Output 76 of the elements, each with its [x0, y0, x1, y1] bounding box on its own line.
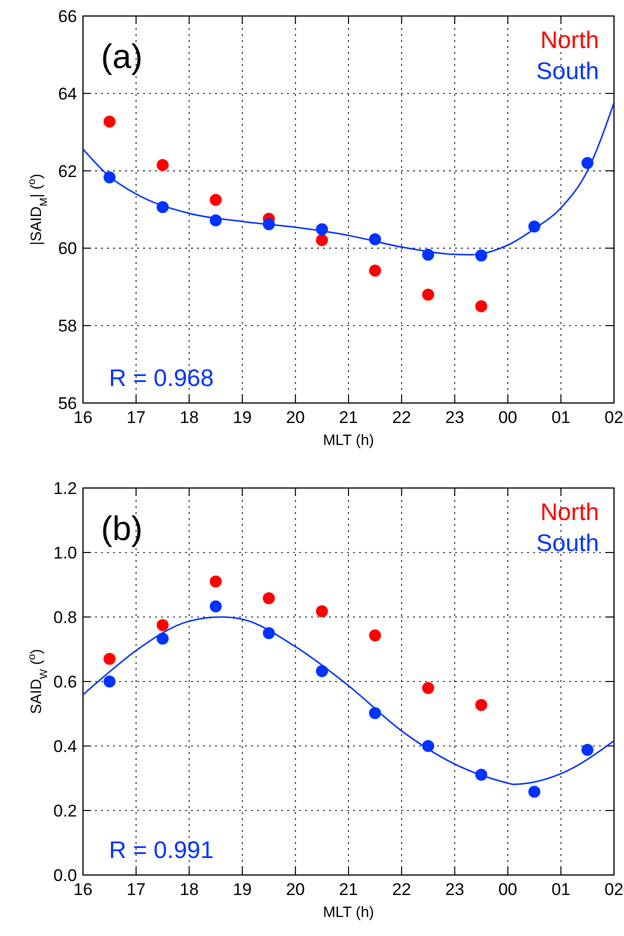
x-tick-label: 21: [339, 408, 358, 427]
point: [369, 629, 382, 642]
x-tick-label: 18: [180, 880, 199, 899]
point: [581, 157, 594, 170]
x-tick-label: 02: [604, 408, 624, 427]
point: [104, 652, 116, 665]
x-tick-label: 17: [126, 408, 146, 427]
x-tick-label: 00: [498, 408, 518, 427]
point: [316, 665, 328, 678]
y-tick-label: 66: [58, 6, 77, 26]
y-tick-label: 0.4: [53, 736, 77, 756]
point: [262, 627, 275, 640]
point: [581, 744, 594, 756]
point: [369, 233, 382, 246]
point: [475, 300, 488, 312]
text: North: [540, 27, 599, 54]
y-tick-label: 60: [58, 239, 77, 258]
point: [210, 214, 222, 226]
x-axis-title: MLT (h): [322, 904, 374, 921]
x-tick-label: 23: [445, 408, 464, 427]
x-tick-label: 22: [392, 880, 412, 899]
point: [156, 619, 169, 632]
text: South: [536, 530, 599, 557]
point: [475, 768, 488, 781]
annotation: R = 0.991: [109, 837, 214, 864]
point: [475, 250, 488, 262]
point: [156, 632, 169, 645]
x-tick-label: 00: [498, 880, 518, 899]
x-tick-label: 19: [232, 408, 252, 427]
y-tick-label: 1.2: [53, 478, 77, 498]
x-tick-label: 22: [392, 408, 412, 427]
point: [422, 740, 434, 752]
text: North: [540, 499, 599, 526]
x-tick-label: 17: [126, 880, 146, 899]
point: [262, 592, 275, 604]
point: [104, 116, 116, 128]
x-axis-title: MLT (h): [322, 432, 374, 449]
annotation: (b): [101, 510, 143, 548]
point: [422, 248, 434, 261]
text: South: [536, 58, 599, 85]
point: [156, 158, 169, 171]
y-tick-label: 0.6: [53, 672, 77, 692]
x-tick-label: 21: [339, 880, 358, 899]
point: [475, 699, 488, 712]
point: [156, 201, 169, 214]
point: [316, 605, 328, 618]
point: [104, 171, 116, 184]
x-tick-label: 20: [286, 880, 305, 899]
y-tick-label: 0.8: [53, 608, 77, 627]
annotation: R = 0.968: [109, 365, 214, 392]
x-tick-label: 20: [286, 408, 305, 427]
point: [528, 786, 540, 798]
point: [369, 707, 382, 720]
point: [528, 220, 540, 233]
x-tick-label: 18: [180, 408, 199, 427]
y-tick-label: 62: [58, 162, 77, 181]
point: [316, 234, 328, 246]
x-tick-label: 19: [232, 880, 252, 899]
x-tick-label: 02: [604, 880, 624, 899]
y-tick-label: 64: [58, 84, 77, 104]
y-tick-label: 1.0: [53, 543, 77, 562]
annotation: (a): [101, 38, 143, 76]
x-tick-label: 01: [551, 880, 570, 899]
point: [369, 264, 382, 277]
point: [422, 288, 434, 301]
point: [262, 218, 275, 230]
y-tick-label: 0.2: [53, 801, 77, 820]
x-tick-label: 23: [445, 880, 464, 899]
point: [210, 576, 222, 588]
point: [210, 600, 222, 612]
point: [316, 223, 328, 236]
point: [104, 676, 116, 688]
y-tick-label: 58: [58, 316, 77, 336]
x-tick-label: 01: [551, 408, 570, 427]
point: [210, 194, 222, 206]
point: [422, 682, 434, 694]
